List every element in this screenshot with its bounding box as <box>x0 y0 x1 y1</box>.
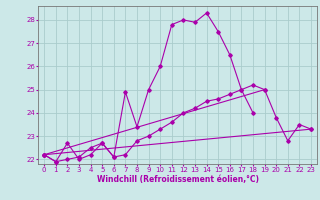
X-axis label: Windchill (Refroidissement éolien,°C): Windchill (Refroidissement éolien,°C) <box>97 175 259 184</box>
